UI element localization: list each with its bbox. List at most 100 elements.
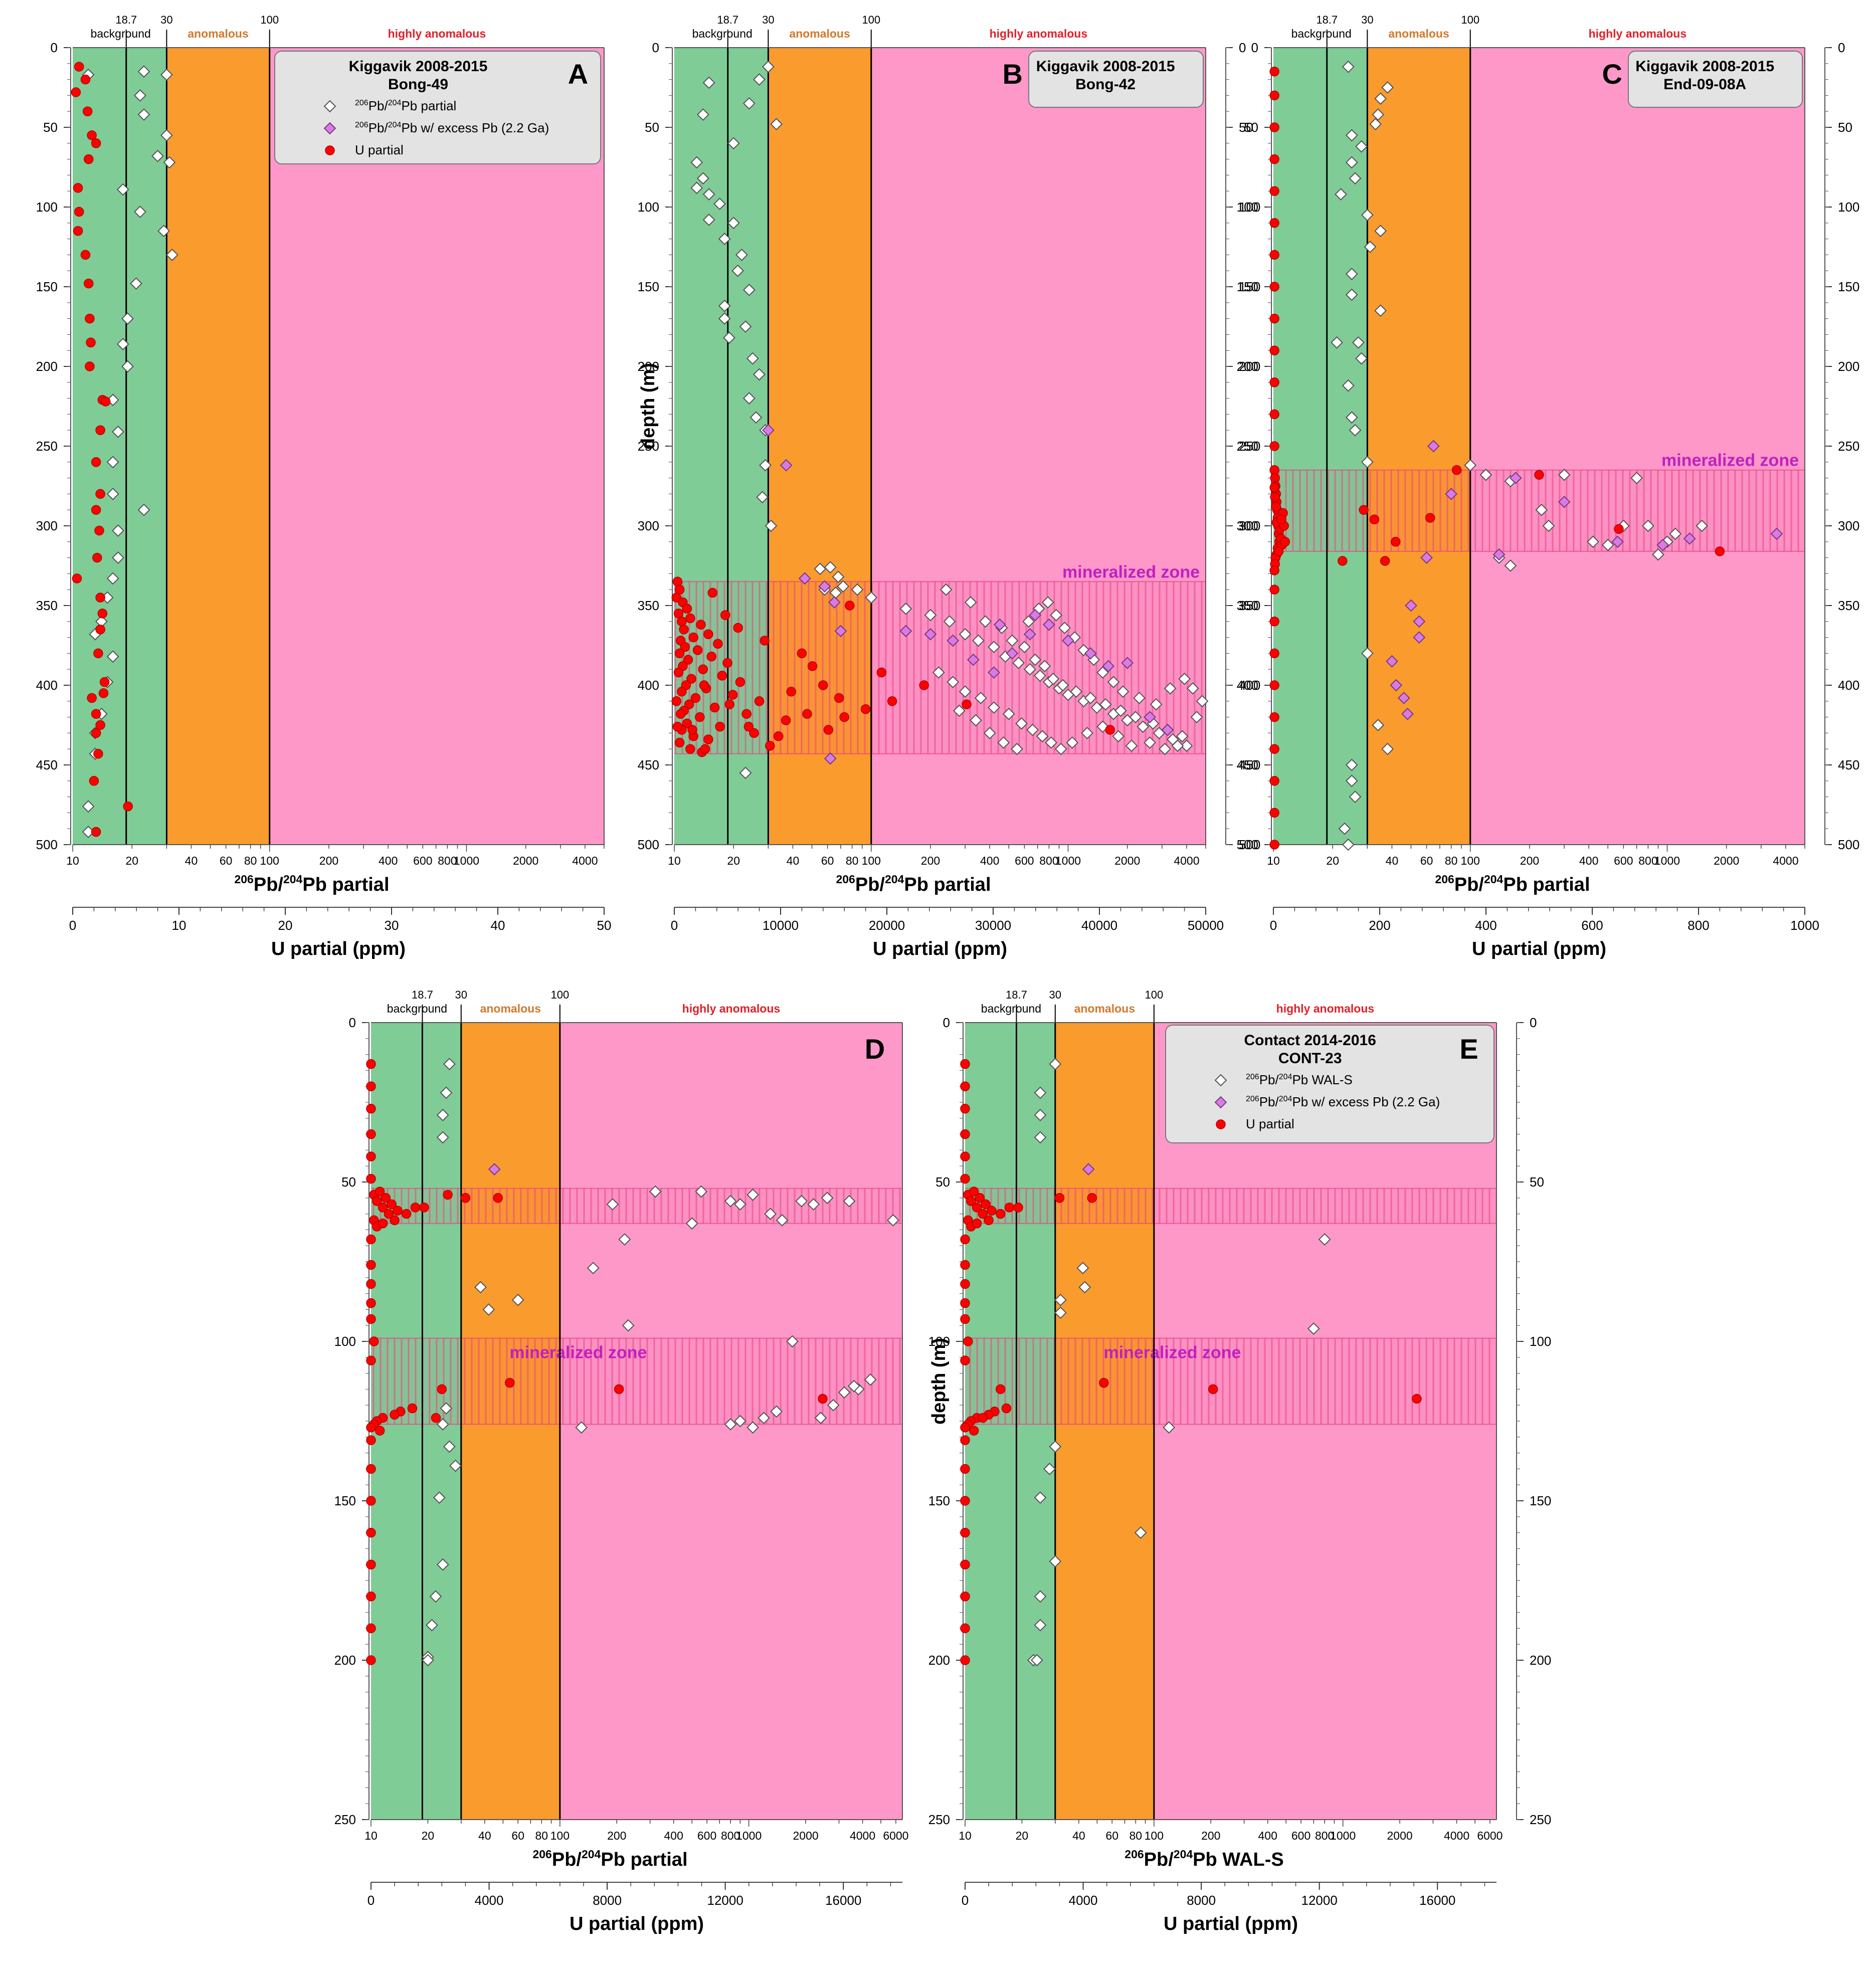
pb-point [807, 1198, 820, 1211]
zone-name-anomalous: anomalous [480, 1002, 541, 1015]
u-point [1391, 537, 1401, 547]
u-point [698, 664, 708, 674]
u-point [387, 1199, 397, 1210]
zone-name-anomalous: anomalous [1388, 27, 1449, 40]
pb-tick-label: 100 [1461, 854, 1480, 867]
u-point [972, 1203, 982, 1213]
u-point [960, 1103, 970, 1114]
pb-tick-label: 1000 [454, 854, 479, 867]
excess-pb-point [1082, 1163, 1095, 1175]
u-point [384, 1209, 394, 1219]
pb-point [899, 602, 912, 615]
u-point [366, 1464, 376, 1474]
depth-tick-label: 200 [1239, 359, 1260, 374]
u-point [87, 693, 97, 703]
u-point [1369, 514, 1380, 525]
pb-tick-label: 2000 [793, 1829, 819, 1842]
pb-point [1180, 739, 1193, 752]
u-point [765, 741, 775, 751]
depth-tick-label: 450 [36, 757, 58, 772]
u-point [95, 592, 105, 603]
u-point [677, 686, 687, 697]
u-tick-label: 8000 [593, 1893, 622, 1908]
pb-point [972, 634, 985, 647]
pb-tick-label: 400 [980, 854, 999, 867]
pb-point [1159, 742, 1171, 755]
pb-point [474, 1281, 487, 1294]
pb-point [1542, 519, 1555, 532]
highly-anomalous-zone [1470, 48, 1805, 845]
legend-title: Contact 2014-2016 [1244, 1032, 1376, 1049]
pb-series [690, 60, 1209, 779]
pb-point [742, 392, 756, 405]
u-point [1001, 1403, 1012, 1414]
pb-point [735, 248, 748, 261]
u-point [95, 720, 105, 730]
u-point [366, 1355, 376, 1365]
depth-tick-label: 100 [1838, 200, 1859, 215]
u-point [366, 1279, 376, 1289]
pb-tick-label: 40 [787, 854, 800, 867]
pb-point [1361, 456, 1374, 469]
u-point [366, 1623, 376, 1634]
u-point [743, 721, 754, 732]
pb-point [865, 591, 878, 604]
excess-pb-point [1683, 532, 1696, 545]
u-point [99, 677, 110, 687]
u-tick-label: 4000 [475, 1893, 504, 1908]
legend-excess-symbol [323, 122, 336, 135]
pb-point [814, 562, 827, 575]
pb-point [1601, 538, 1614, 551]
legend-title: Kiggavik 2008-2015 [349, 58, 488, 75]
depth-tick-label: 150 [1838, 279, 1859, 294]
pb-point [1034, 1109, 1047, 1121]
pb-tick-label: 40 [1386, 854, 1399, 867]
pb-tick-label: 400 [379, 854, 398, 867]
u-point [682, 718, 692, 729]
threshold-label-100: 100 [1145, 988, 1163, 1001]
pb-point [106, 487, 119, 500]
excess-pb-point [1144, 711, 1156, 724]
depth-tick-label: 250 [36, 439, 58, 454]
u-point [722, 658, 732, 668]
depth-tick-label: 200 [334, 1653, 356, 1668]
pb-point [436, 1558, 449, 1571]
excess-series [488, 1163, 501, 1175]
depth-tick-label: 50 [1838, 120, 1852, 135]
u-point [123, 801, 133, 812]
u-point [960, 1081, 970, 1091]
pb-point [940, 583, 953, 596]
u-axis-title: U partial (ppm) [873, 938, 1007, 959]
pb-tick-label: 4000 [850, 1829, 875, 1842]
depth-tick-label: 100 [928, 1334, 950, 1349]
u-point [671, 696, 681, 706]
depth-tick-label: 150 [36, 279, 58, 294]
depth-tick-label: 350 [1838, 598, 1859, 613]
u-point [374, 1426, 385, 1436]
u-point [834, 693, 844, 703]
pb-point [953, 704, 966, 717]
pb-point [1349, 172, 1362, 185]
u-point [690, 693, 701, 703]
u-point [962, 699, 972, 709]
pb-point [1049, 1555, 1062, 1568]
u-point [683, 655, 693, 665]
pb-tick-label: 4000 [1444, 1829, 1469, 1842]
u-point [733, 623, 743, 633]
pb-point [622, 1319, 635, 1332]
legend-item-label: 206Pb/204Pb WAL-S [1246, 1072, 1353, 1087]
pb-point [1034, 1619, 1047, 1632]
excess-pb-point [947, 634, 960, 647]
pb-point [988, 641, 1000, 654]
u-point [797, 648, 807, 659]
u-point [1280, 537, 1290, 547]
excess-pb-point [1656, 538, 1669, 551]
pb-point [157, 225, 170, 238]
u-tick-label: 30 [385, 918, 399, 933]
pb-point [886, 1214, 899, 1227]
pb-point [1338, 822, 1351, 835]
pb-point [759, 459, 772, 472]
u-point [1269, 441, 1279, 451]
u-point [995, 1384, 1006, 1395]
pb-series [1027, 1058, 1331, 1667]
